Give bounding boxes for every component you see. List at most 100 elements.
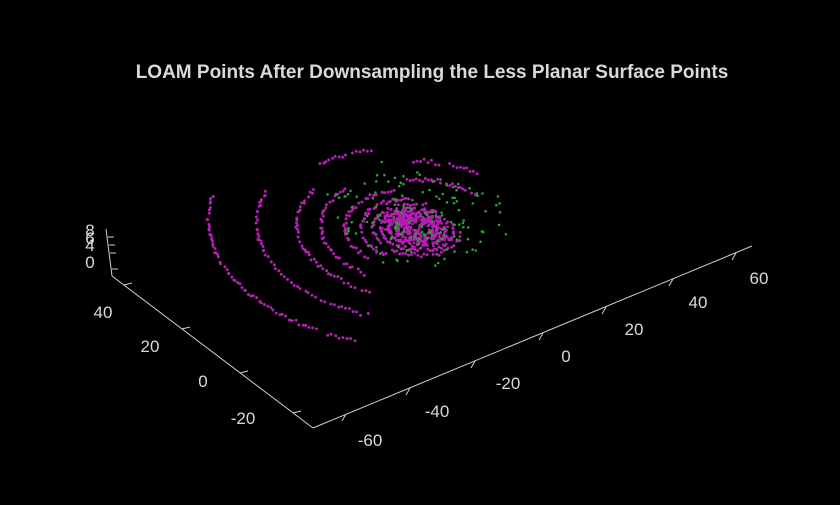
cloud-point <box>456 182 460 186</box>
cloud-point <box>419 214 423 218</box>
cloud-point <box>384 228 387 231</box>
cloud-point <box>310 293 314 297</box>
cloud-point <box>333 154 337 158</box>
cloud-point <box>342 281 346 285</box>
z-axis-line <box>105 228 113 277</box>
cloud-point <box>401 235 405 239</box>
cloud-point <box>417 227 421 231</box>
cloud-point <box>442 248 446 252</box>
cloud-point <box>384 237 388 241</box>
cloud-point <box>450 182 454 186</box>
cloud-point <box>263 253 267 257</box>
cloud-point <box>428 249 432 253</box>
cloud-point <box>363 213 367 216</box>
cloud-point <box>211 244 215 248</box>
cloud-point <box>399 247 403 251</box>
cloud-point <box>414 220 418 224</box>
cloud-point <box>439 246 443 250</box>
cloud-point <box>238 282 242 286</box>
cloud-point <box>343 227 347 231</box>
cloud-point <box>422 252 426 256</box>
cloud-point <box>396 259 399 263</box>
cloud-point <box>379 220 383 224</box>
cloud-point <box>452 244 456 248</box>
cloud-point <box>362 148 366 152</box>
cloud-point <box>393 236 397 240</box>
cloud-point <box>436 177 440 181</box>
cloud-point <box>407 248 411 252</box>
cloud-point <box>306 291 310 295</box>
cloud-point <box>269 260 273 264</box>
cloud-point <box>413 248 417 251</box>
cloud-point <box>421 203 425 207</box>
cloud-point <box>396 234 400 238</box>
cloud-point <box>393 203 397 206</box>
cloud-point <box>424 234 427 237</box>
cloud-point <box>311 326 315 330</box>
cloud-point <box>347 210 351 214</box>
cloud-point <box>326 272 330 276</box>
cloud-point <box>320 232 324 236</box>
cloud-point <box>371 224 374 228</box>
cloud-point <box>425 253 429 257</box>
cloud-point <box>453 185 457 188</box>
cloud-point <box>395 221 398 225</box>
cloud-point <box>448 162 452 165</box>
cloud-point <box>402 197 406 201</box>
cloud-point <box>461 187 465 191</box>
cloud-point <box>261 245 265 248</box>
cloud-point <box>340 305 344 308</box>
cloud-point <box>266 304 270 308</box>
cloud-point <box>409 207 413 210</box>
cloud-point <box>391 242 395 246</box>
cloud-point <box>430 233 434 237</box>
chart-title: LOAM Points After Downsampling the Less … <box>136 62 729 83</box>
cloud-point <box>418 223 422 227</box>
cloud-point <box>356 251 360 255</box>
cloud-point <box>439 178 442 181</box>
cloud-point <box>401 232 405 236</box>
cloud-point <box>422 244 426 248</box>
y-axis-line <box>111 275 314 429</box>
cloud-point <box>408 221 411 224</box>
cloud-point <box>314 295 317 299</box>
cloud-point <box>431 211 435 214</box>
cloud-point <box>412 228 415 232</box>
cloud-point <box>397 212 401 216</box>
cloud-point <box>397 184 401 188</box>
cloud-point <box>263 189 267 193</box>
cloud-point <box>363 217 367 220</box>
cloud-point <box>406 202 410 206</box>
cloud-point <box>438 235 441 239</box>
cloud-point <box>319 264 323 268</box>
cloud-point <box>451 230 455 234</box>
cloud-point <box>498 211 502 214</box>
cloud-point <box>405 249 408 252</box>
cloud-point <box>415 159 419 163</box>
cloud-point <box>254 221 258 225</box>
cloud-point <box>260 242 264 246</box>
cloud-point <box>415 202 419 206</box>
cloud-point <box>379 241 383 245</box>
cloud-point <box>416 253 420 257</box>
cloud-point <box>404 244 407 248</box>
cloud-point <box>458 230 462 234</box>
cloud-point <box>338 256 341 260</box>
cloud-point <box>251 294 255 298</box>
z-tick-label: 6 <box>85 229 94 248</box>
cloud-point <box>302 201 306 205</box>
cloud-point <box>304 250 308 254</box>
cloud-point <box>449 220 453 224</box>
cloud-point <box>208 197 212 201</box>
cloud-point <box>324 206 328 210</box>
cloud-point <box>385 211 389 214</box>
cloud-point <box>458 239 462 243</box>
cloud-point <box>404 208 408 212</box>
cloud-point <box>411 178 415 182</box>
cloud-point <box>304 323 308 327</box>
series-green-points <box>326 160 508 267</box>
cloud-point <box>392 217 396 220</box>
cloud-point <box>341 189 345 193</box>
cloud-point <box>325 269 329 273</box>
y-axis: -20 0 20 40 <box>94 275 314 429</box>
